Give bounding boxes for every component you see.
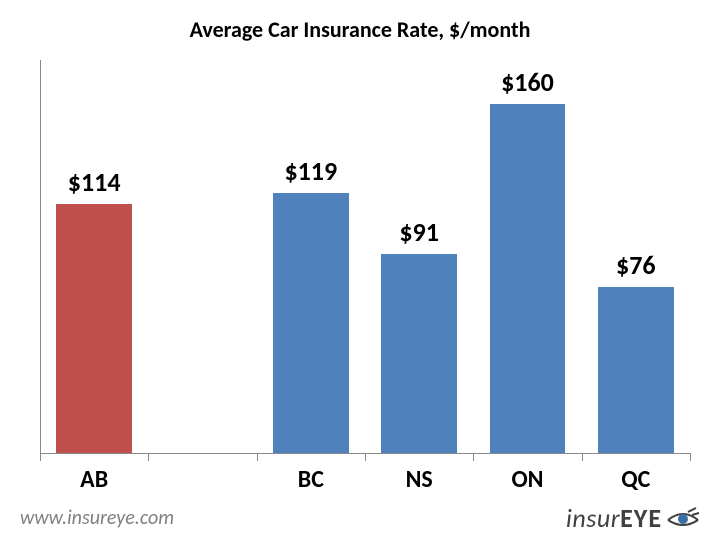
bar	[273, 193, 349, 453]
bar	[490, 104, 566, 453]
logo: insurEYE	[566, 502, 700, 534]
bar	[598, 287, 674, 453]
bar-value-label: $160	[501, 66, 554, 98]
x-labels-container: AB BCNSONQC	[40, 465, 690, 494]
eye-icon	[666, 506, 700, 530]
plot-area: $114 $119 $91 $160 $76	[40, 60, 690, 454]
bar	[381, 254, 457, 453]
bar-value-label: $114	[68, 166, 121, 198]
x-tick	[148, 453, 149, 461]
bar-slot: $114	[40, 60, 148, 453]
bar-slot: $119	[257, 60, 365, 453]
x-tick	[473, 453, 474, 461]
x-tick	[690, 453, 691, 461]
x-axis-label: AB	[40, 465, 148, 494]
x-tick	[40, 453, 41, 461]
x-axis-label: BC	[257, 465, 365, 494]
bar-value-label: $119	[284, 155, 337, 187]
bar	[56, 204, 132, 453]
bar-slot: $91	[365, 60, 473, 453]
x-tick	[365, 453, 366, 461]
x-axis-label: QC	[582, 465, 690, 494]
bar-slot: $76	[582, 60, 690, 453]
chart-title: Average Car Insurance Rate, $/month	[0, 0, 720, 43]
bar-slot: $160	[473, 60, 581, 453]
x-axis-label: NS	[365, 465, 473, 494]
logo-text-eye: EYE	[620, 502, 662, 534]
x-axis-label: ON	[473, 465, 581, 494]
bar-value-label: $76	[616, 249, 656, 281]
site-url: www.insureye.com	[20, 506, 174, 530]
x-axis-label	[148, 465, 256, 494]
bar-value-label: $91	[399, 216, 439, 248]
bars-container: $114 $119 $91 $160 $76	[40, 60, 690, 453]
bar-slot	[148, 60, 256, 453]
x-tick	[257, 453, 258, 461]
x-tick	[582, 453, 583, 461]
footer: www.insureye.com insurEYE	[20, 502, 700, 534]
logo-text-insur: insur	[566, 502, 620, 534]
